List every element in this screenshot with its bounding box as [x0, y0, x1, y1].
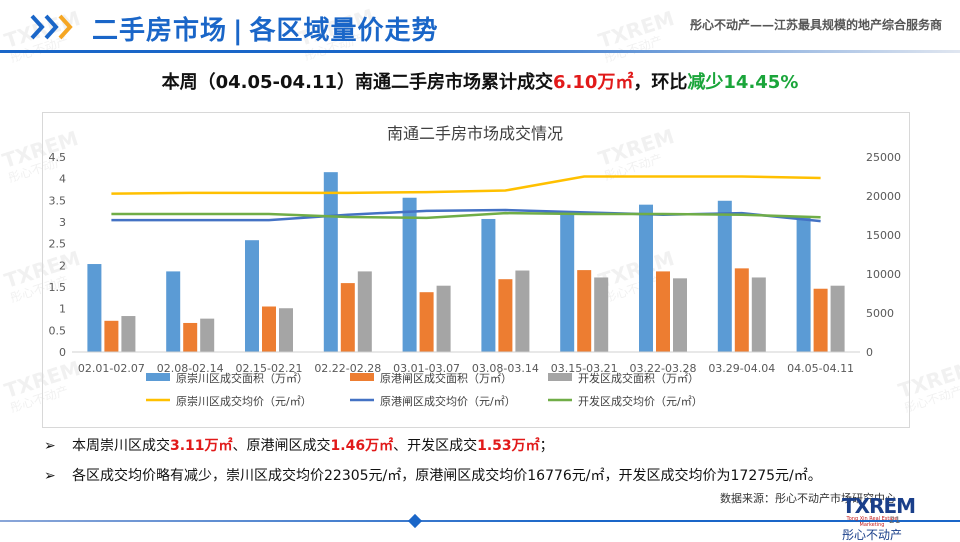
headline-change: 减少14.45% — [687, 72, 799, 93]
arrow-bullet-icon: ➢ — [44, 468, 56, 484]
footer-strip — [0, 520, 960, 522]
footer-diamond-icon — [407, 513, 423, 529]
note-price: ➢ 各区成交均价略有减少，崇川区成交均价22305元/㎡，原港闸区成交均价167… — [44, 468, 822, 484]
headline-prefix: 本周（04.05-04.11）南通二手房市场累计成交 — [161, 72, 553, 93]
headline-volume: 6.10万㎡ — [552, 72, 634, 93]
title-separator: | — [233, 16, 244, 46]
chevrons-icon — [30, 14, 73, 40]
data-source: 数据来源：彤心不动产市场研究中心 — [720, 492, 896, 505]
notes-list: ➢ 本周崇川区成交3.11万㎡、原港闸区成交1.46万㎡、开发区成交1.53万㎡… — [44, 436, 944, 496]
slide-header: 二手房市场 | 各区域量价走势 彤心不动产——江苏最具规模的地产综合服务商 — [0, 0, 960, 58]
headline-middle: ，环比 — [633, 72, 688, 93]
arrow-bullet-icon: ➢ — [44, 438, 56, 454]
page-number: 21 — [889, 516, 901, 526]
page-title: 二手房市场 | 各区域量价走势 — [92, 10, 439, 47]
summary-headline: 本周（04.05-04.11）南通二手房市场累计成交6.10万㎡，环比减少14.… — [0, 68, 960, 94]
header-divider — [0, 50, 960, 53]
company-slogan: 彤心不动产——江苏最具规模的地产综合服务商 — [689, 18, 942, 32]
company-logo: TXREM Tong Xin Real Estate Marketing 彤心不… — [842, 494, 916, 542]
title-part2: 各区域量价走势 — [249, 16, 439, 46]
chart-frame — [42, 112, 910, 428]
note-volume: ➢ 本周崇川区成交3.11万㎡、原港闸区成交1.46万㎡、开发区成交1.53万㎡… — [44, 438, 554, 454]
title-part1: 二手房市场 — [92, 16, 228, 46]
